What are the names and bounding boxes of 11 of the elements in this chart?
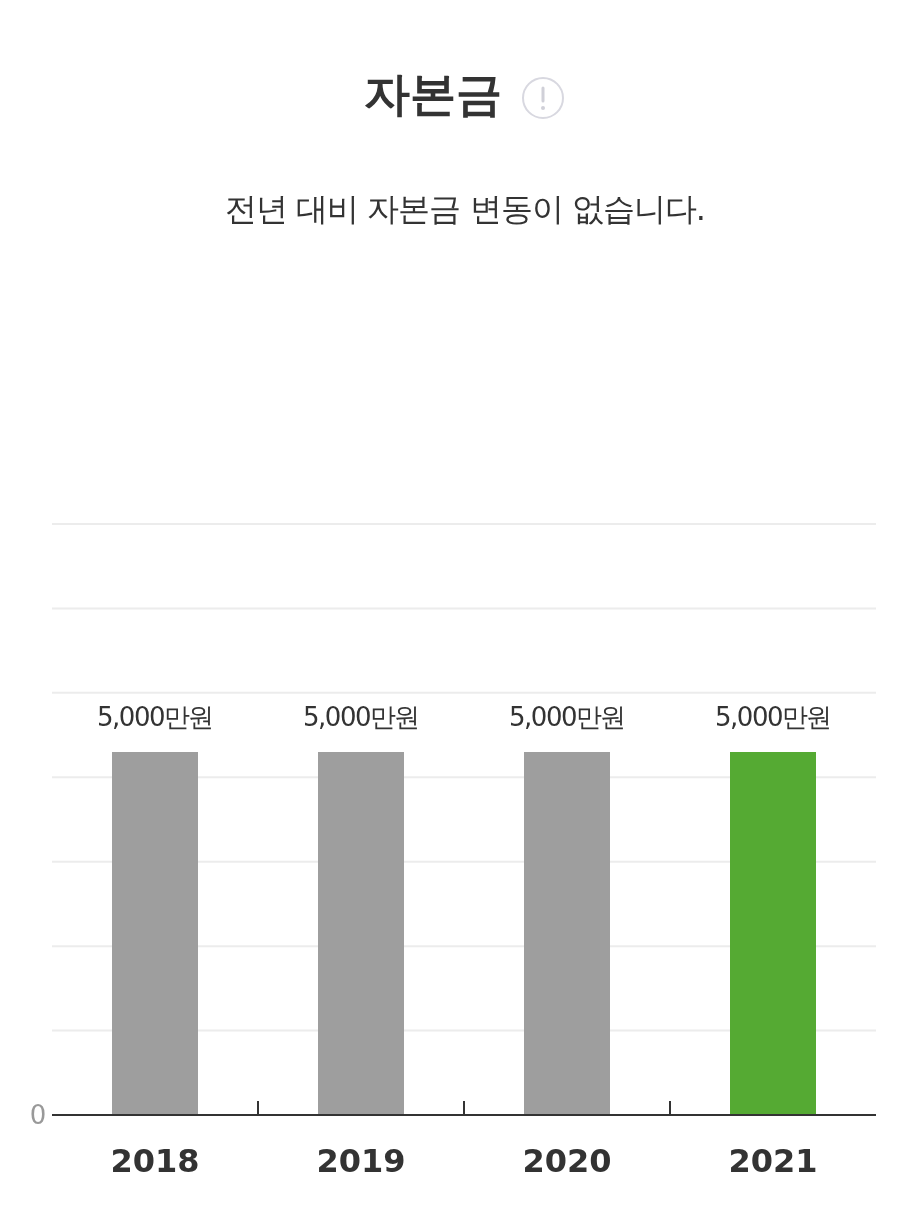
data-label: 5,000만원 — [97, 702, 213, 732]
x-tick-label: 2021 — [728, 1142, 818, 1180]
x-tick-label: 2018 — [110, 1142, 200, 1180]
data-label: 5,000만원 — [715, 702, 831, 732]
text: 0 — [29, 1100, 47, 1130]
data-label: 5,000만원 — [509, 702, 625, 732]
chart-title: 자본금 — [364, 67, 502, 121]
data-label: 5,000만원 — [303, 702, 419, 732]
x-tick-label: 2020 — [522, 1142, 612, 1180]
chart-subtitle: 전년 대비 자본금 변동이 없습니다. — [225, 190, 705, 228]
x-tick-label: 2019 — [316, 1142, 406, 1180]
